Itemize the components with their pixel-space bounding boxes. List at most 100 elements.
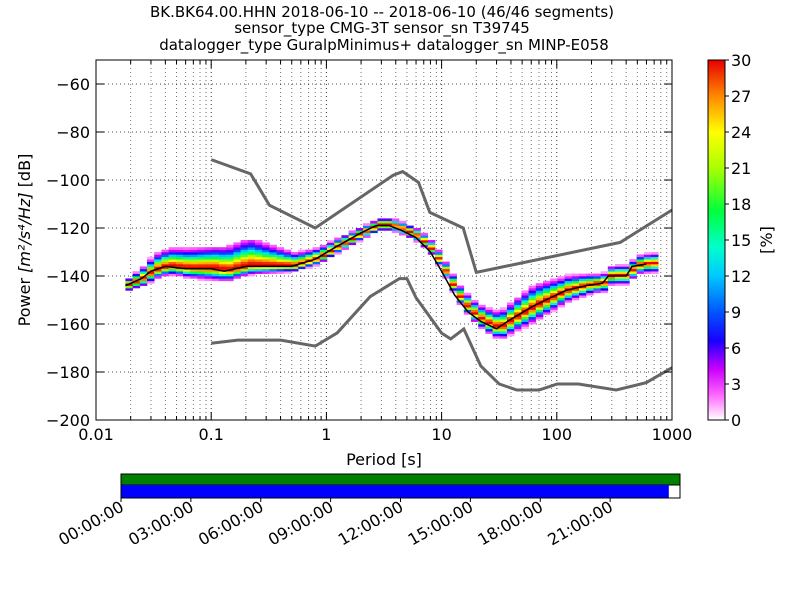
ppsd-cell — [211, 247, 220, 250]
ppsd-cell — [543, 280, 551, 284]
ppsd-cell — [427, 240, 436, 243]
ppsd-cell — [240, 244, 249, 248]
ppsd-cell — [255, 266, 263, 270]
ppsd-cell — [636, 256, 645, 260]
ppsd-cell — [161, 261, 169, 265]
x-tick-label: 10 — [431, 425, 451, 444]
ppsd-cell — [247, 273, 256, 277]
ppsd-cell — [499, 328, 508, 332]
ppsd-cell — [226, 266, 234, 270]
ppsd-cell — [233, 252, 241, 255]
colorbar-tick-label: 30 — [731, 51, 751, 70]
ppsd-cell — [211, 276, 220, 279]
ppsd-cell — [643, 254, 652, 258]
ppsd-cell — [521, 324, 529, 327]
ppsd-cell — [391, 228, 400, 231]
ppsd-cell — [334, 237, 342, 241]
ppsd-cell — [564, 273, 573, 277]
ppsd-cell — [240, 242, 249, 246]
ppsd-cell — [269, 244, 277, 248]
ppsd-cell — [247, 256, 256, 260]
ppsd-cell — [600, 276, 609, 279]
ppsd-cell — [255, 242, 263, 246]
ppsd-cell — [355, 240, 364, 243]
ppsd-cell — [607, 273, 616, 277]
ppsd-cell — [442, 266, 450, 270]
ppsd-cell — [485, 326, 493, 330]
ppsd-cell — [291, 261, 299, 265]
ppsd-cell — [485, 316, 493, 320]
ppsd-cell — [283, 254, 292, 258]
ppsd-cell — [190, 266, 198, 270]
ppsd-cell — [449, 285, 457, 289]
ppsd-cell — [226, 278, 234, 282]
ppsd-cell — [579, 290, 587, 294]
x-tick-label: 100 — [542, 425, 573, 444]
ppsd-cell — [197, 273, 205, 277]
ppsd-cell — [413, 235, 421, 238]
ppsd-cell — [276, 256, 285, 260]
ppsd-cell — [579, 280, 587, 284]
ppsd-cell — [593, 280, 601, 284]
ppsd-cell — [226, 249, 234, 253]
ppsd-cell — [154, 256, 162, 260]
ppsd-cell — [219, 259, 227, 262]
ppsd-cell — [147, 261, 155, 265]
ppsd-cell — [528, 321, 537, 325]
ppsd-cell — [579, 273, 587, 277]
ppsd-cell — [363, 223, 371, 226]
ppsd-cell — [499, 331, 508, 334]
ppsd-cell — [226, 247, 234, 250]
ppsd-cell — [175, 256, 184, 260]
ppsd-cell — [622, 266, 630, 270]
ppsd-cell — [291, 268, 299, 272]
ppsd-cell — [291, 256, 299, 260]
ppsd-cell — [586, 278, 594, 282]
ppsd-cell — [175, 261, 184, 265]
ppsd-cell — [132, 283, 141, 286]
ppsd-cell — [319, 254, 328, 258]
ppsd-cell — [435, 261, 443, 265]
ppsd-cell — [528, 297, 537, 301]
ppsd-cell — [305, 254, 313, 258]
ppsd-cell — [204, 259, 213, 262]
colorbar-tick-label: 24 — [731, 123, 751, 142]
colorbar-label: [%] — [757, 226, 776, 254]
ppsd-cell — [492, 319, 501, 322]
ppsd-cell — [463, 300, 472, 303]
ppsd-cell — [435, 259, 443, 262]
ppsd-cell — [298, 252, 306, 255]
ppsd-cell — [168, 259, 177, 262]
nhnm-line — [210, 158, 673, 275]
ppsd-cell — [276, 268, 285, 272]
ppsd-cell — [219, 254, 227, 258]
ppsd-cell — [629, 273, 637, 277]
ppsd-cell — [377, 228, 385, 231]
ppsd-cell — [607, 283, 616, 286]
ppsd-cell — [463, 292, 472, 296]
ppsd-cell — [420, 242, 429, 246]
ppsd-cell — [593, 278, 601, 282]
ppsd-cell — [643, 252, 652, 255]
ppsd-cell — [564, 276, 573, 279]
ppsd-cell — [550, 288, 558, 291]
ppsd-cell — [535, 295, 544, 298]
ppsd-cell — [535, 312, 544, 315]
ppsd-cell — [219, 256, 227, 260]
ppsd-cell — [183, 261, 191, 265]
ppsd-cell — [132, 271, 141, 274]
ppsd-cell — [586, 290, 594, 294]
ppsd-cell — [615, 283, 623, 286]
ppsd-cell — [197, 278, 205, 282]
ppsd-cell — [579, 292, 587, 296]
ppsd-cell — [492, 321, 501, 325]
x-axis-label: Period [s] — [346, 450, 422, 469]
ppsd-cell — [341, 235, 349, 238]
ppsd-cell — [269, 259, 277, 262]
ppsd-cell — [643, 271, 652, 274]
ppsd-cell — [543, 304, 551, 308]
ppsd-cell — [255, 268, 263, 272]
ppsd-cell — [507, 309, 515, 313]
ppsd-cell — [449, 276, 457, 279]
ppsd-cell — [543, 295, 551, 298]
